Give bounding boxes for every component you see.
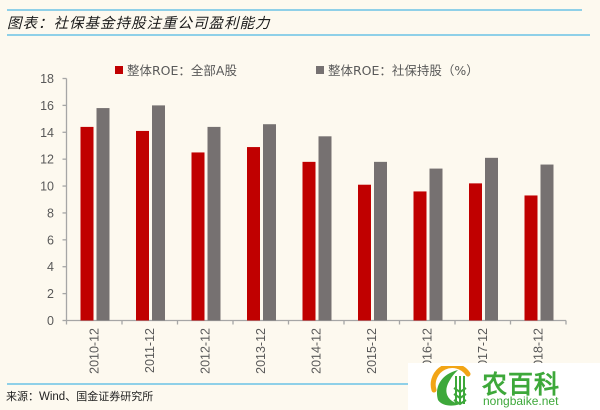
bar-social-security <box>263 124 276 321</box>
legend-item-all-a-shares: 整体ROE：全部A股 <box>115 60 237 79</box>
bar-all-a-shares <box>191 152 205 321</box>
y-tick-label: 0 <box>47 314 54 328</box>
x-tick-label: 2018-12 <box>531 328 545 374</box>
bar-all-a-shares <box>136 130 149 321</box>
bar-all-a-shares <box>302 161 316 321</box>
x-tick-label: 2012-12 <box>198 328 212 374</box>
bar-social-security <box>429 168 443 321</box>
y-tick-label: 16 <box>40 99 54 113</box>
bar-social-security <box>485 157 498 321</box>
bar-all-a-shares <box>80 126 94 321</box>
bar-all-a-shares <box>469 183 482 321</box>
y-tick-label: 4 <box>47 260 54 274</box>
x-tick-label: 2015-12 <box>365 328 379 374</box>
bar-social-security <box>207 126 221 321</box>
bar-all-a-shares <box>524 195 538 321</box>
x-tick-label: 2013-12 <box>254 328 268 374</box>
y-tick-label: 2 <box>47 287 54 301</box>
bar-social-security <box>152 105 165 321</box>
y-tick-label: 10 <box>40 180 54 194</box>
source-note: 来源：Wind、国金证券研究所 <box>6 390 154 403</box>
bar-all-a-shares <box>413 191 427 321</box>
chart-title: 图表：社保基金持股注重公司盈利能力 <box>7 16 271 32</box>
legend-label: 整体ROE：社保持股（%） <box>328 63 479 78</box>
x-tick-label: 2010-12 <box>87 328 101 374</box>
x-tick-label: 2017-12 <box>476 328 490 374</box>
bar-all-a-shares <box>358 184 371 321</box>
legend-swatch-red-icon <box>115 66 123 74</box>
watermark: 农百科 nongbaike.net <box>408 363 600 410</box>
watermark-brand: 农百科 <box>482 370 561 399</box>
footer-rule <box>7 383 410 385</box>
title-rule <box>7 34 590 36</box>
x-tick-label: 2011-12 <box>143 328 157 373</box>
bar-all-a-shares <box>247 147 260 321</box>
bar-social-security <box>374 161 387 321</box>
x-tick-label: 2016-12 <box>420 328 434 374</box>
bar-social-security <box>96 108 110 321</box>
x-tick-label: 2014-12 <box>309 328 323 374</box>
y-tick-label: 12 <box>40 153 54 167</box>
y-tick-label: 14 <box>40 126 54 140</box>
bar-social-security <box>318 136 332 321</box>
legend-item-social-security: 整体ROE：社保持股（%） <box>316 60 479 79</box>
y-tick-label: 18 <box>40 72 54 86</box>
bar-social-security <box>540 164 554 321</box>
legend-swatch-gray-icon <box>316 66 324 74</box>
y-tick-label: 8 <box>47 206 54 220</box>
bar-chart: 0 2 4 6 8 10 12 14 16 18 2010-12 2011-12 2012-12 2013… <box>40 72 567 374</box>
legend-label: 整体ROE：全部A股 <box>127 63 237 78</box>
y-tick-label: 6 <box>47 233 54 247</box>
wheat-logo-icon <box>430 366 471 406</box>
top-rule <box>7 9 582 11</box>
watermark-url: nongbaike.net <box>483 394 559 408</box>
